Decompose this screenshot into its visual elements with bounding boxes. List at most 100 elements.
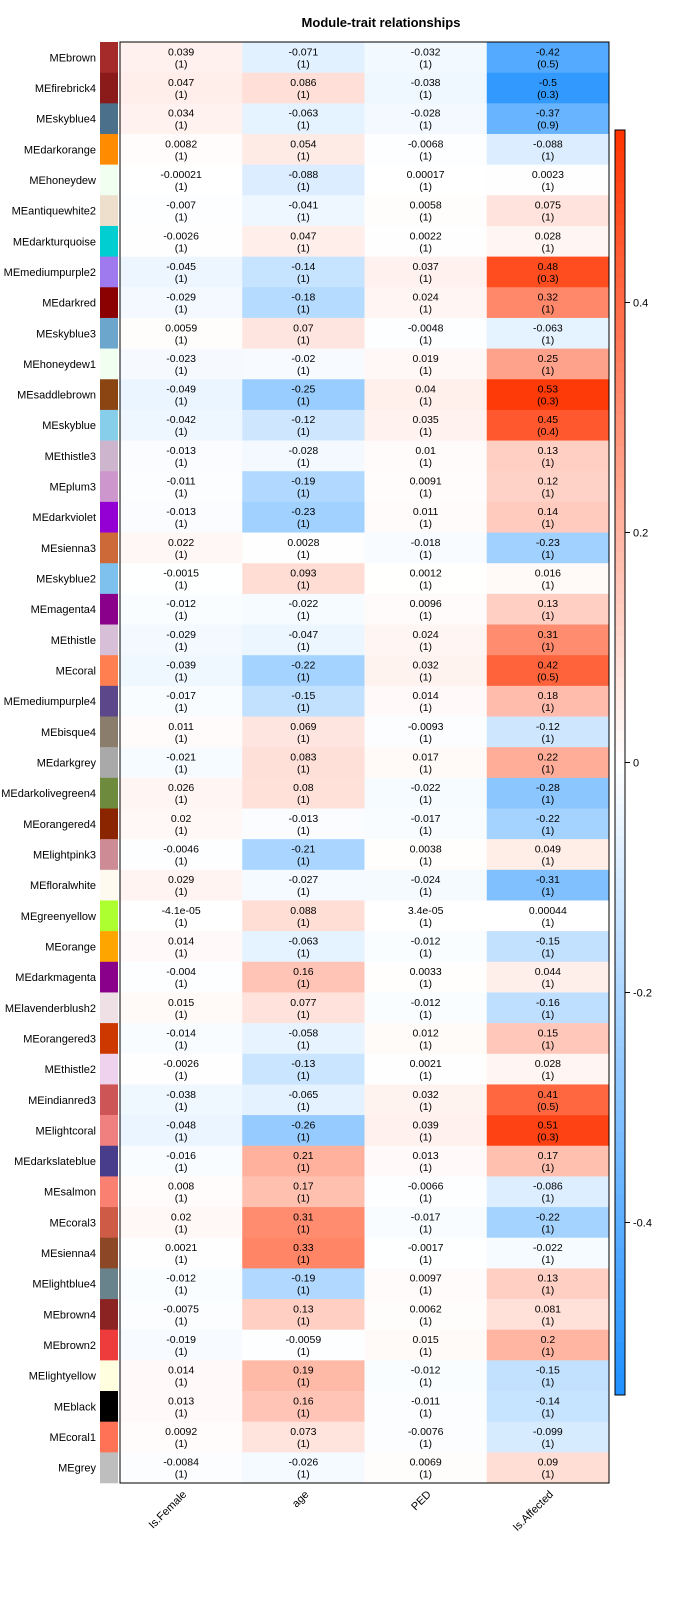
cell-pvalue: (1) bbox=[541, 733, 554, 745]
cell-pvalue: (1) bbox=[541, 488, 554, 500]
cell-pvalue: (1) bbox=[175, 610, 188, 622]
heatmap-cell bbox=[486, 348, 610, 380]
heatmap-cell bbox=[120, 1421, 243, 1453]
cell-pvalue: (1) bbox=[297, 150, 310, 162]
cell-correlation: 0.035 bbox=[412, 414, 438, 426]
module-swatch bbox=[100, 992, 118, 1024]
column-label: Is.Female bbox=[147, 1489, 190, 1532]
heatmap-cell bbox=[242, 317, 365, 349]
cell-pvalue: (1) bbox=[175, 396, 188, 408]
module-swatch bbox=[100, 1299, 118, 1331]
heatmap-cell bbox=[242, 593, 365, 625]
cell-pvalue: (1) bbox=[541, 365, 554, 377]
heatmap-cell bbox=[364, 1360, 488, 1392]
cell-correlation: -0.022 bbox=[411, 782, 441, 794]
cell-correlation: -0.038 bbox=[411, 77, 441, 89]
cell-correlation: 0.039 bbox=[168, 46, 194, 58]
colorbar-segment bbox=[615, 330, 625, 342]
cell-correlation: -0.22 bbox=[291, 660, 315, 672]
cell-pvalue: (1) bbox=[419, 702, 432, 714]
cell-correlation: 0.17 bbox=[293, 1181, 314, 1193]
colorbar-tick-label: 0.2 bbox=[633, 528, 648, 540]
heatmap-cell bbox=[364, 747, 488, 779]
heatmap-cell bbox=[242, 1023, 365, 1055]
cell-pvalue: (1) bbox=[297, 1009, 310, 1021]
cell-correlation: 0.032 bbox=[412, 660, 438, 672]
colorbar-segment bbox=[615, 1352, 625, 1364]
cell-correlation: 3.4e-05 bbox=[408, 905, 444, 917]
cell-pvalue: (0.5) bbox=[537, 1101, 559, 1113]
cell-correlation: -0.022 bbox=[533, 1242, 563, 1254]
colorbar-segment bbox=[615, 541, 625, 553]
heatmap-cell bbox=[364, 1452, 488, 1484]
heatmap-cell bbox=[486, 287, 610, 319]
cell-correlation: 0.0023 bbox=[532, 169, 564, 181]
module-swatch bbox=[100, 808, 118, 840]
row-label: MElightyellow bbox=[29, 1371, 96, 1383]
cell-correlation: 0.09 bbox=[538, 1457, 559, 1469]
cell-pvalue: (1) bbox=[175, 242, 188, 254]
cell-pvalue: (1) bbox=[419, 242, 432, 254]
heatmap-cell bbox=[242, 685, 365, 717]
colorbar-segment bbox=[615, 678, 625, 690]
cell-correlation: -0.049 bbox=[166, 384, 196, 396]
colorbar-segment bbox=[615, 1215, 625, 1227]
cell-correlation: 0.014 bbox=[412, 690, 438, 702]
cell-pvalue: (1) bbox=[541, 1254, 554, 1266]
heatmap-cell bbox=[242, 1207, 365, 1239]
module-swatch bbox=[100, 869, 118, 901]
cell-pvalue: (1) bbox=[419, 610, 432, 622]
heatmap-cell bbox=[364, 440, 488, 472]
row-label: MEmediumpurple2 bbox=[4, 267, 96, 279]
heatmap-cell bbox=[364, 777, 488, 809]
heatmap-cell bbox=[242, 348, 365, 380]
heatmap-cell bbox=[364, 1391, 488, 1422]
column-label: Is.Affected bbox=[511, 1489, 556, 1534]
heatmap-cell bbox=[120, 1237, 243, 1269]
heatmap-cell bbox=[120, 1084, 243, 1116]
cell-correlation: -0.0068 bbox=[408, 138, 444, 150]
heatmap-cell bbox=[120, 1391, 243, 1422]
colorbar-segment bbox=[615, 425, 625, 437]
cell-correlation: -0.007 bbox=[166, 200, 196, 212]
heatmap-cell bbox=[486, 1207, 610, 1239]
heatmap-cell bbox=[364, 839, 488, 871]
cell-pvalue: (1) bbox=[419, 365, 432, 377]
colorbar-segment bbox=[615, 1015, 625, 1027]
cell-pvalue: (1) bbox=[419, 1407, 432, 1419]
module-swatch bbox=[100, 532, 118, 564]
module-swatch bbox=[100, 839, 118, 871]
cell-correlation: -0.018 bbox=[411, 537, 441, 549]
cell-pvalue: (1) bbox=[297, 426, 310, 438]
row-label: MEbrown4 bbox=[43, 1309, 96, 1321]
cell-correlation: 0.13 bbox=[538, 1273, 559, 1285]
cell-correlation: -0.23 bbox=[536, 537, 560, 549]
colorbar-segment bbox=[615, 583, 625, 595]
cell-pvalue: (1) bbox=[297, 1407, 310, 1419]
cell-correlation: 0.032 bbox=[412, 1089, 438, 1101]
module-swatch bbox=[100, 961, 118, 993]
row-label: MEthistle bbox=[51, 635, 96, 647]
row-label: MEskyblue4 bbox=[36, 114, 96, 126]
cell-correlation: 0.028 bbox=[535, 1058, 561, 1070]
cell-correlation: -0.028 bbox=[411, 108, 441, 120]
cell-correlation: -0.013 bbox=[166, 506, 196, 518]
cell-pvalue: (1) bbox=[297, 1162, 310, 1174]
cell-correlation: -0.032 bbox=[411, 46, 441, 58]
cell-correlation: -0.0048 bbox=[408, 322, 444, 334]
cell-pvalue: (1) bbox=[419, 917, 432, 929]
cell-correlation: 0.31 bbox=[293, 1211, 314, 1223]
cell-pvalue: (1) bbox=[297, 1377, 310, 1389]
heatmap-cell bbox=[120, 133, 243, 165]
cell-correlation: 0.42 bbox=[538, 660, 559, 672]
cell-pvalue: (1) bbox=[541, 242, 554, 254]
cell-pvalue: (1) bbox=[541, 1469, 554, 1481]
cell-pvalue: (1) bbox=[297, 1315, 310, 1327]
colorbar-segment bbox=[615, 1300, 625, 1312]
module-swatch bbox=[100, 931, 118, 963]
cell-pvalue: (1) bbox=[175, 1285, 188, 1297]
cell-correlation: -0.047 bbox=[288, 629, 318, 641]
heatmap-cell bbox=[364, 379, 488, 411]
cell-correlation: 0.075 bbox=[535, 200, 561, 212]
